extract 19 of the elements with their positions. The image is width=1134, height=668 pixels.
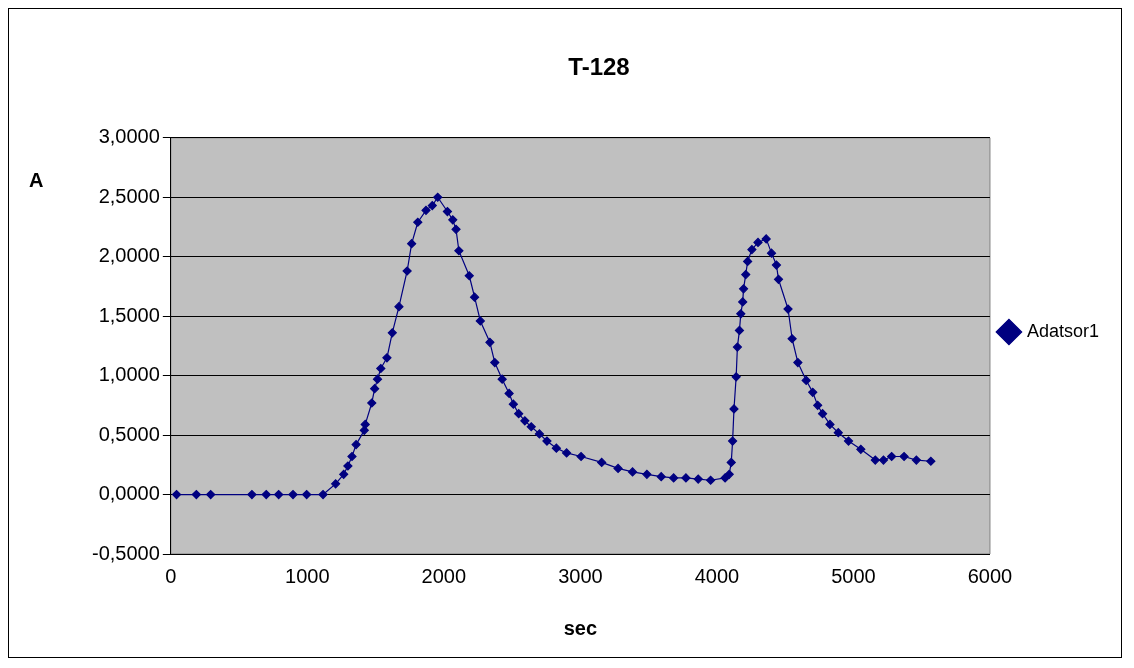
y-axis-title: A bbox=[29, 169, 44, 192]
x-axis-title: sec bbox=[563, 616, 598, 639]
y-tick-label: 2,0000 bbox=[98, 244, 160, 267]
y-tick-label: 0,5000 bbox=[98, 422, 160, 445]
x-tick-label: 2000 bbox=[421, 564, 467, 587]
y-tick-label: 3,0000 bbox=[98, 125, 160, 148]
x-tick-label: 1000 bbox=[285, 564, 330, 587]
chart-title: T-128 bbox=[568, 53, 630, 81]
y-tick-label: 1,5000 bbox=[98, 303, 160, 326]
x-tick-label: 0 bbox=[165, 564, 177, 587]
y-tick-label: 2,5000 bbox=[98, 184, 160, 207]
x-tick-label: 4000 bbox=[694, 564, 740, 587]
x-tick-label: 5000 bbox=[831, 564, 876, 587]
x-tick-label: 6000 bbox=[967, 564, 1013, 587]
y-tick-label: 1,0000 bbox=[98, 363, 160, 386]
x-tick-label: 3000 bbox=[558, 564, 603, 587]
y-tick-label: 0,0000 bbox=[98, 482, 160, 505]
legend-label: Adatsor1 bbox=[1026, 320, 1099, 341]
y-tick-label: -0,5000 bbox=[91, 541, 160, 564]
